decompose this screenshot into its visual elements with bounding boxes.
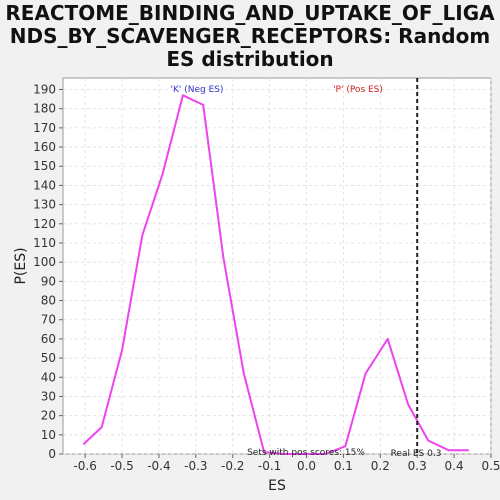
y-tick-label: 140 bbox=[33, 178, 56, 192]
pos-scores-text: Sets with pos scores: 15% bbox=[247, 448, 365, 458]
x-tick-label: 0.3 bbox=[408, 459, 427, 473]
y-tick-label: 110 bbox=[33, 236, 56, 250]
plot-area bbox=[62, 77, 492, 455]
x-tick-label: -0.1 bbox=[258, 459, 281, 473]
x-tick-label: -0.2 bbox=[221, 459, 244, 473]
y-tick-label: 90 bbox=[41, 274, 56, 288]
y-tick-label: 50 bbox=[41, 351, 56, 365]
x-tick-label: -0.6 bbox=[73, 459, 96, 473]
axis-ticks: -0.6 -0.5 -0.4 -0.3 -0.2 -0.1 0.0 0.1 0.2 0.3 0.4 0… bbox=[33, 83, 500, 473]
y-tick-label: 20 bbox=[41, 409, 56, 423]
x-tick-label: 0.1 bbox=[334, 459, 353, 473]
y-tick-label: 70 bbox=[41, 313, 56, 327]
x-tick-label: 0.0 bbox=[297, 459, 316, 473]
chart-title-line-2: NDS_BY_SCAVENGER_RECEPTORS: Random bbox=[9, 24, 491, 48]
x-axis-label: ES bbox=[268, 478, 286, 494]
y-tick-label: 180 bbox=[33, 102, 56, 116]
y-tick-label: 160 bbox=[33, 140, 56, 154]
y-tick-label: 0 bbox=[48, 447, 56, 461]
y-tick-label: 170 bbox=[33, 121, 56, 135]
neg-es-label: 'K' (Neg ES) bbox=[171, 85, 224, 95]
chart-title: REACTOME_BINDING_AND_UPTAKE_OF_LIGA NDS_… bbox=[0, 2, 500, 71]
pos-es-label: 'P' (Pos ES) bbox=[333, 85, 383, 95]
y-tick-label: 30 bbox=[41, 389, 56, 403]
y-tick-label: 40 bbox=[41, 370, 56, 384]
y-axis-label: P(ES) bbox=[13, 247, 29, 284]
series-line bbox=[82, 94, 469, 455]
chart-title-line-1: REACTOME_BINDING_AND_UPTAKE_OF_LIGA bbox=[5, 1, 495, 25]
y-tick-label: 130 bbox=[33, 198, 56, 212]
y-tick-label: 60 bbox=[41, 332, 56, 346]
chart-title-line-3: ES distribution bbox=[166, 47, 334, 71]
y-tick-label: 120 bbox=[33, 217, 56, 231]
grid-lines bbox=[63, 78, 492, 455]
y-tick-label: 80 bbox=[41, 294, 56, 308]
real-es-text: Real ES 0.3 bbox=[391, 449, 442, 459]
x-tick-label: -0.4 bbox=[147, 459, 170, 473]
x-tick-label: 0.2 bbox=[371, 459, 390, 473]
y-tick-label: 10 bbox=[41, 428, 56, 442]
y-tick-label: 190 bbox=[33, 83, 56, 97]
y-tick-label: 150 bbox=[33, 159, 56, 173]
x-tick-label: -0.3 bbox=[184, 459, 207, 473]
x-tick-label: 0.5 bbox=[481, 459, 500, 473]
series-layer bbox=[82, 94, 469, 455]
y-tick-label: 100 bbox=[33, 255, 56, 269]
x-tick-label: -0.5 bbox=[110, 459, 133, 473]
x-tick-label: 0.4 bbox=[445, 459, 464, 473]
